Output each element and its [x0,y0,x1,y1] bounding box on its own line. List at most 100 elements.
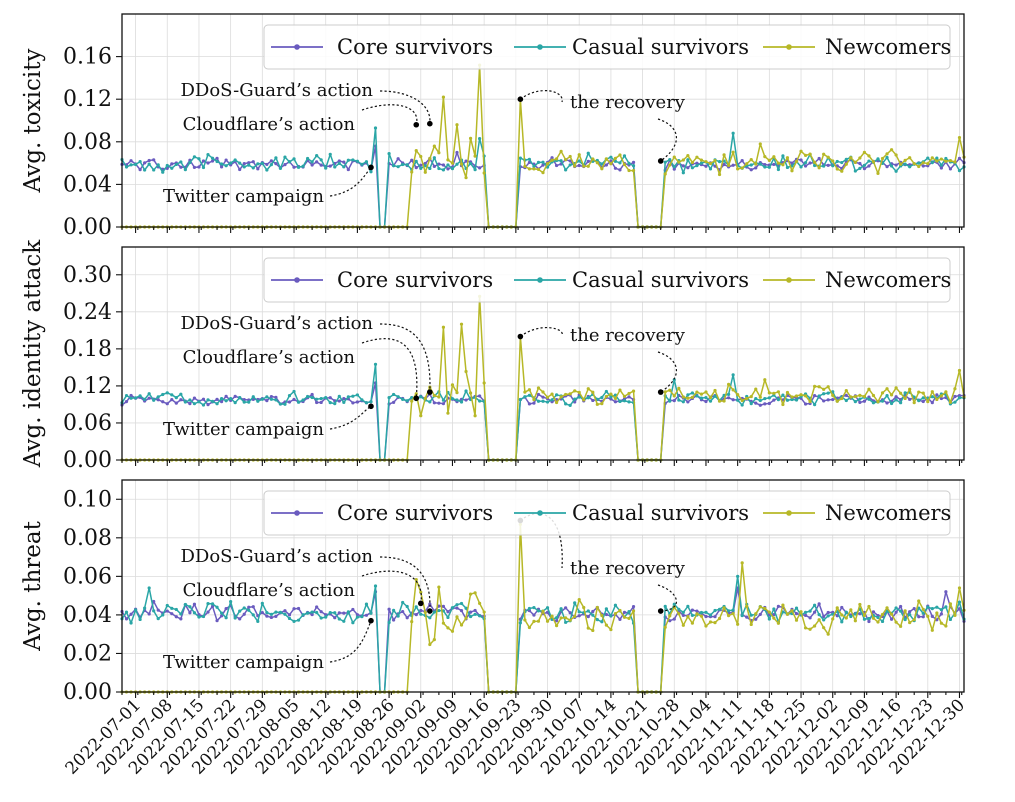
data-point [622,399,627,403]
data-point [278,166,283,170]
data-point [917,615,921,619]
data-point [541,171,545,175]
data-point [686,614,690,619]
data-point [935,605,939,609]
data-point [532,398,536,402]
data-point [826,610,830,615]
data-point [401,609,405,614]
data-point [808,400,812,404]
x-axis-labels: 2022-07-012022-07-082022-07-152022-07-22… [62,695,969,778]
data-point [708,620,713,624]
data-point [889,401,894,406]
data-point [880,391,885,395]
annotation-dot [368,617,374,624]
data-point [138,168,142,172]
data-point [681,164,685,168]
data-point [170,393,174,397]
data-point [871,393,876,398]
y-tick-label: 0.00 [63,680,112,705]
data-point [251,166,255,170]
data-point [772,162,776,167]
data-point [622,615,627,619]
data-point [885,152,889,156]
data-point [197,157,201,161]
data-point [803,610,808,614]
data-point [681,610,685,615]
data-point [939,394,943,398]
legend-box [263,24,951,70]
data-point [315,154,319,158]
data-point [758,142,762,146]
data-point [161,613,165,617]
data-point [129,159,133,163]
data-point [450,161,455,165]
data-point [677,398,681,402]
data-point [478,614,482,618]
data-point [917,390,921,394]
data-point [124,400,129,404]
annotation-recovery: the recovery [570,558,686,579]
data-point [455,606,459,610]
data-point [337,611,341,615]
data-point [346,167,350,172]
data-point [568,159,572,163]
data-point [523,164,527,169]
data-point [215,159,219,164]
data-point [287,616,292,621]
data-point [482,171,486,175]
data-point [532,619,536,623]
data-point [554,393,559,397]
legend-label: Core survivors [337,35,493,59]
data-point [722,399,726,403]
data-point [554,619,559,623]
data-point [351,394,355,398]
data-point [179,392,183,396]
data-point [310,395,314,400]
data-point [953,387,957,391]
data-point [631,169,636,173]
legend-marker [537,44,543,50]
panel-3: 0.00 0.02 0.04 0.06 0.08 0.10 Avg. threat DDoS-… [20,479,966,705]
data-point [767,165,771,169]
y-tick-label: 0.06 [63,411,112,436]
data-point [758,398,762,403]
data-point [197,165,201,169]
data-point [437,401,441,405]
data-point [224,616,228,620]
data-point [247,605,251,609]
data-point [727,392,731,396]
data-point [772,391,776,395]
data-point [668,399,672,403]
y-tick-label: 0.04 [63,603,112,628]
legend: Core survivors Casual survivors Newcomers [263,257,951,303]
data-point [219,611,224,615]
data-point [306,611,310,615]
legend: Core survivors Casual survivors Newcomers [263,24,951,70]
data-point [464,176,468,180]
data-point [876,620,880,624]
data-point [455,162,459,166]
data-point [840,613,844,617]
data-point [822,626,826,630]
data-point [686,154,690,158]
data-point [876,171,880,175]
data-point [618,608,622,613]
data-point [713,388,717,393]
data-point [165,603,169,608]
series-line-casual-survivors [121,363,965,461]
data-point [179,160,183,164]
data-point [527,402,532,406]
data-point [342,611,346,615]
data-point [536,167,541,172]
data-point [532,167,536,171]
data-point [265,611,269,615]
legend-marker [537,277,543,283]
data-point [478,394,482,398]
data-point [672,167,676,171]
data-point [396,165,400,169]
data-point [201,165,206,170]
data-point [360,398,364,402]
legend-label: Newcomers [825,501,951,525]
data-point [885,606,889,610]
data-point [478,137,482,141]
